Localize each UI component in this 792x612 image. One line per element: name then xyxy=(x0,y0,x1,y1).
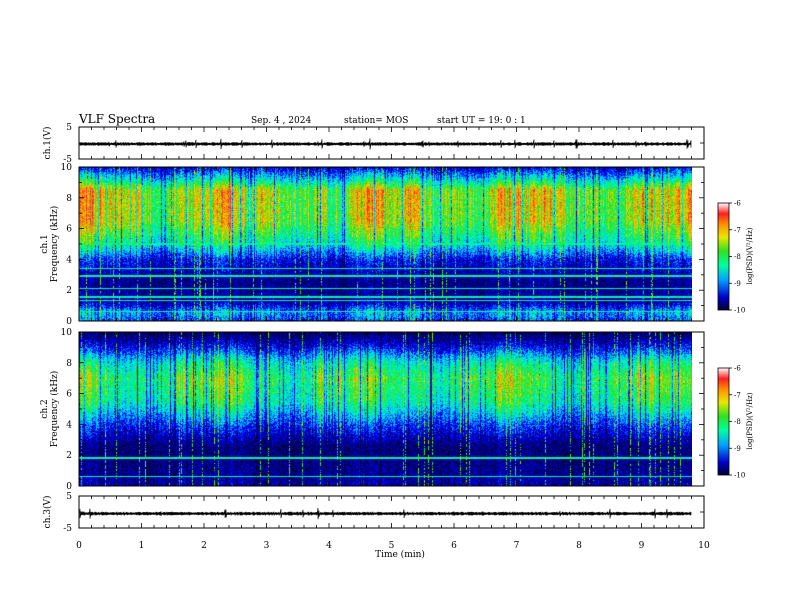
ch2-spectrogram-ylabel-channel: ch.2 xyxy=(40,399,50,418)
x-tick-label: 9 xyxy=(639,541,645,551)
ch2-spectrogram-ylabel-frequency: Frequency (kHz) xyxy=(49,371,60,448)
x-tick-label: 10 xyxy=(698,541,710,551)
colorbar-tick-label: -10 xyxy=(734,472,745,480)
y-tick-label: 0 xyxy=(66,317,72,327)
x-tick-label: 4 xyxy=(326,541,332,551)
station-label: station= MOS xyxy=(344,116,408,126)
ch1-wave-ytick-top: 5 xyxy=(66,123,72,133)
ch3-wave-ytick-bottom: -5 xyxy=(63,524,72,534)
ch1-waveform-panel: 5 -5 ch.1(V) xyxy=(42,123,705,165)
ch2-spectrogram-panel: 0 2 4 6 8 10 ch.2 Frequency (kHz) xyxy=(40,328,705,492)
colorbar-tick-label: -9 xyxy=(734,445,741,453)
colorbar-tick-label: -8 xyxy=(734,253,741,261)
waveform-line xyxy=(79,138,692,150)
y-tick-label: 8 xyxy=(66,194,72,204)
y-tick-label: 4 xyxy=(66,420,72,430)
colorbar-tick-label: -6 xyxy=(734,200,741,208)
x-tick-label: 5 xyxy=(389,541,395,551)
y-tick-label: 6 xyxy=(66,225,72,235)
y-tick-label: 2 xyxy=(66,286,72,296)
colorbar-tick-label: -10 xyxy=(734,307,745,315)
ch2-colorbar: -6 -7 -8 -9 -10 log(PSD)(V²/Hz) xyxy=(717,365,754,480)
y-tick-label: 2 xyxy=(66,451,72,461)
ch3-wave-ytick-top: 5 xyxy=(66,492,72,502)
time-axis: 0 1 2 3 4 5 6 7 8 9 10 xyxy=(76,127,710,551)
colorbar-tick-label: -7 xyxy=(734,391,741,399)
x-tick-label: 8 xyxy=(576,541,582,551)
x-tick-label: 6 xyxy=(451,541,457,551)
ch2-colorbar-label: log(PSD)(V²/Hz) xyxy=(746,392,754,449)
ch1-wave-ytick-bottom: -5 xyxy=(63,155,72,165)
ch2-colorbar-gradient xyxy=(717,367,730,476)
ch2-colorbar-ticks: -6 -7 -8 -9 -10 xyxy=(729,365,745,480)
ch1-spectrogram-yaxis: 0 2 4 6 8 10 xyxy=(61,163,704,327)
start-time-label: start UT = 19: 0 : 1 xyxy=(437,116,526,126)
ch3-waveform-trace xyxy=(79,495,704,529)
colorbar-tick-label: -7 xyxy=(734,226,741,234)
y-tick-label: 4 xyxy=(66,255,72,265)
y-tick-label: 10 xyxy=(61,328,73,338)
ch2-spectrogram-yaxis: 0 2 4 6 8 10 xyxy=(61,328,704,492)
ch1-spectrogram-ylabel-channel: ch.1 xyxy=(40,234,50,253)
ch1-waveform-trace xyxy=(79,126,704,160)
colorbar-tick-label: -8 xyxy=(734,418,741,426)
ch1-colorbar-label: log(PSD)(V²/Hz) xyxy=(746,227,754,284)
ch1-colorbar-ticks: -6 -7 -8 -9 -10 xyxy=(729,200,745,315)
ch1-colorbar: -6 -7 -8 -9 -10 log(PSD)(V²/Hz) xyxy=(717,200,754,315)
y-tick-label: 0 xyxy=(66,482,72,492)
ch3-waveform-panel: 5 -5 ch.3(V) xyxy=(42,492,705,534)
colorbar-tick-label: -6 xyxy=(734,365,741,373)
y-tick-label: 6 xyxy=(66,390,72,400)
y-tick-label: 10 xyxy=(61,163,73,173)
figure-title: VLF Spectra xyxy=(78,112,155,126)
ch1-spectrogram-panel: 0 2 4 6 8 10 ch.1 Frequency (kHz) xyxy=(40,163,705,327)
ch1-spectrogram-image xyxy=(79,167,692,321)
ch1-colorbar-gradient xyxy=(717,202,730,311)
ch1-spectrogram-ylabel-frequency: Frequency (kHz) xyxy=(49,206,60,283)
colorbar-tick-label: -9 xyxy=(734,280,741,288)
x-tick-label: 7 xyxy=(514,541,520,551)
ch1-wave-ylabel: ch.1(V) xyxy=(42,127,53,160)
x-tick-label: 3 xyxy=(264,541,270,551)
ch3-wave-ylabel: ch.3(V) xyxy=(42,496,53,529)
date-label: Sep. 4 , 2024 xyxy=(251,116,311,126)
y-tick-label: 8 xyxy=(66,359,72,369)
x-tick-label: 0 xyxy=(76,541,82,551)
x-tick-label: 2 xyxy=(201,541,207,551)
x-tick-label: 1 xyxy=(139,541,145,551)
time-axis-label: Time (min) xyxy=(375,549,425,560)
waveform-line xyxy=(79,508,692,520)
ch2-spectrogram-image xyxy=(79,332,692,486)
